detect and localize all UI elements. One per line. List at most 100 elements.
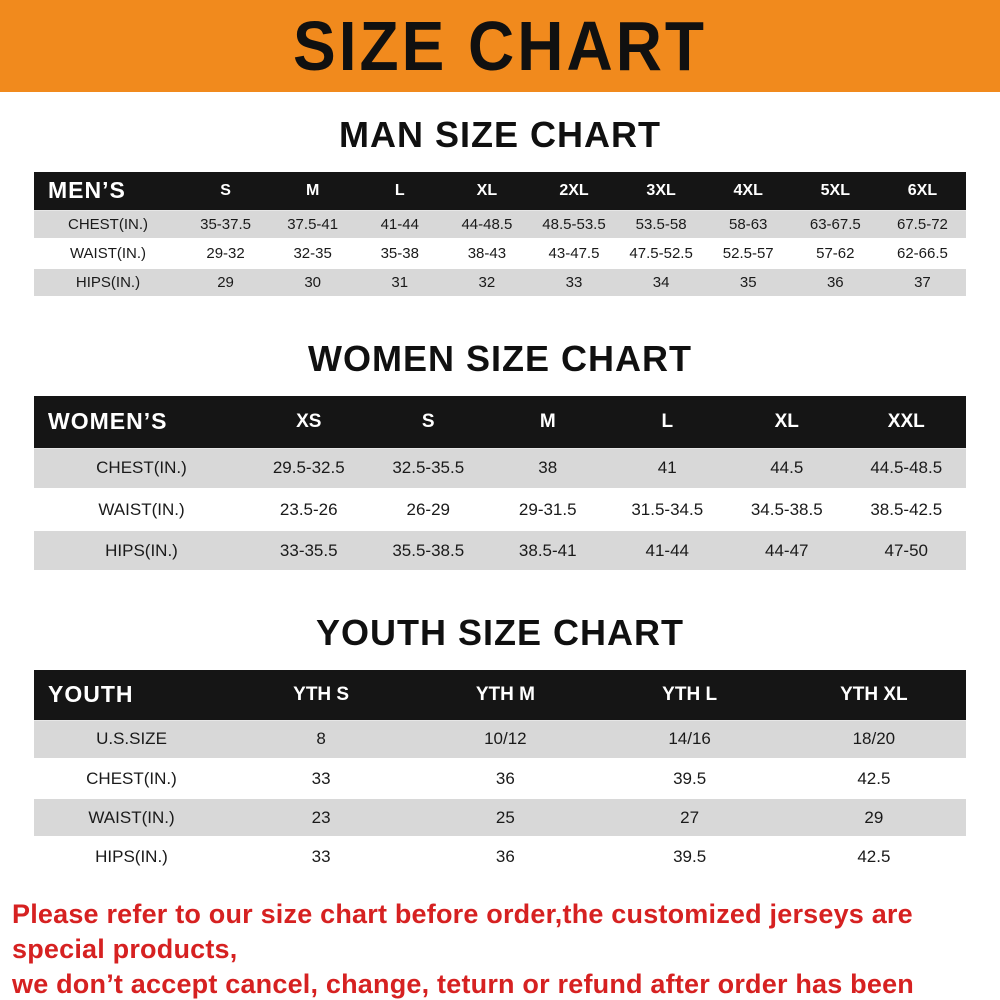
size-cell: 47.5-52.5: [629, 245, 693, 262]
row-label: U.S.SIZE: [96, 729, 167, 749]
size-cell: 33: [311, 846, 331, 866]
size-column-header: YTH S: [229, 670, 414, 720]
size-column-header: YTH XL: [781, 670, 966, 720]
size-cell: 58-63: [729, 215, 768, 233]
table-row: U.S.SIZE 8 10/12 14/16 18/20: [34, 720, 966, 759]
size-column-header: M: [488, 396, 608, 448]
size-cell: 42.5: [857, 846, 891, 866]
women-section-title: WOMEN SIZE CHART: [308, 338, 692, 379]
women-size-table: WOMEN’S XS S M L XL XXL CHEST(IN.) 29.5-32.5 32.5…: [34, 396, 966, 572]
row-label: CHEST(IN.): [96, 458, 187, 478]
size-cell: 62-66.5: [897, 245, 948, 262]
order-notice-line1: Please refer to our size chart before or…: [12, 899, 913, 965]
size-cell: 38.5-41: [518, 540, 577, 560]
row-label: WAIST(IN.): [88, 807, 175, 827]
size-cell: 14/16: [668, 729, 711, 749]
table-row: WAIST(IN.) 23 25 27 29: [34, 798, 966, 837]
row-label: WAIST(IN.): [98, 499, 185, 519]
size-cell: 42.5: [857, 768, 891, 788]
size-cell: 44-48.5: [461, 215, 513, 233]
row-label: HIPS(IN.): [75, 274, 141, 291]
size-cell: 53.5-58: [635, 215, 687, 233]
table-row: WAIST(IN.) 29-32 32-35 35-38 38-43 43-47.5 47.…: [34, 239, 966, 268]
size-cell: 37.5-41: [287, 215, 339, 233]
size-cell: 41: [657, 458, 677, 478]
size-cell: 35-38: [380, 245, 419, 262]
size-cell: 32.5-35.5: [392, 458, 465, 478]
size-column-header: 6XL: [878, 172, 966, 210]
size-cell: 57-62: [816, 245, 855, 262]
table-row: CHEST(IN.) 33 36 39.5 42.5: [34, 759, 966, 798]
size-cell: 33: [565, 274, 583, 291]
size-column-header: 2XL: [530, 172, 618, 210]
size-column-header: 3XL: [617, 172, 705, 210]
size-cell: 41-44: [645, 540, 689, 560]
size-cell: 38-43: [467, 245, 507, 262]
row-label: CHEST(IN.): [68, 215, 148, 233]
size-cell: 36: [495, 768, 515, 788]
size-cell: 44.5-48.5: [870, 458, 943, 478]
size-cell: 32: [478, 274, 496, 291]
size-cell: 29.5-32.5: [272, 458, 345, 478]
size-cell: 23: [311, 807, 331, 827]
size-column-header: 4XL: [704, 172, 792, 210]
size-column-header: S: [182, 172, 270, 210]
youth-size-table: YOUTH YTH S YTH M YTH L YTH XL U.S.SIZE 8 10/12…: [34, 670, 966, 877]
row-label: CHEST(IN.): [86, 768, 177, 788]
size-column-header: XL: [727, 396, 847, 448]
size-column-header: XL: [443, 172, 531, 210]
top-banner: SIZE CHART: [0, 0, 1000, 92]
table-row: CHEST(IN.) 35-37.5 37.5-41 41-44 44-48.5 48.5…: [34, 210, 966, 239]
size-cell: 23.5-26: [279, 499, 338, 519]
size-cell: 36: [495, 846, 515, 866]
size-cell: 39.5: [673, 846, 707, 866]
size-cell: 34.5-38.5: [750, 499, 823, 519]
size-column-header: XS: [249, 396, 369, 448]
page-title: SIZE CHART: [293, 7, 707, 85]
row-label: HIPS(IN.): [105, 540, 178, 560]
size-cell: 48.5-53.5: [542, 215, 606, 233]
size-column-header: S: [368, 396, 488, 448]
order-notice: Please refer to our size chart before or…: [12, 897, 990, 1000]
youth-section-title: YOUTH SIZE CHART: [315, 612, 684, 653]
size-cell: 29-32: [206, 245, 245, 262]
size-column-header: 5XL: [791, 172, 879, 210]
size-cell: 18/20: [852, 729, 896, 749]
size-cell: 38.5-42.5: [870, 499, 943, 519]
size-cell: 36: [826, 274, 844, 291]
size-cell: 27: [680, 807, 700, 827]
size-cell: 39.5: [673, 768, 707, 788]
size-cell: 35-37.5: [200, 215, 251, 233]
size-cell: 33-35.5: [279, 540, 338, 560]
size-cell: 41-44: [380, 215, 419, 233]
size-cell: 35: [739, 274, 757, 291]
men-section-title: MAN SIZE CHART: [339, 114, 661, 155]
row-label: WAIST(IN.): [69, 245, 147, 262]
size-cell: 26-29: [406, 499, 450, 519]
size-cell: 25: [495, 807, 515, 827]
row-label: HIPS(IN.): [95, 846, 168, 866]
size-cell: 67.5-72: [897, 215, 948, 233]
size-cell: 30: [304, 274, 321, 291]
size-column-header: YTH L: [597, 670, 782, 720]
size-cell: 35.5-38.5: [392, 540, 465, 560]
size-cell: 37: [914, 274, 931, 291]
size-cell: 8: [316, 729, 326, 749]
table-row: CHEST(IN.) 29.5-32.5 32.5-35.5 38 41 44.5 44.5…: [34, 448, 966, 489]
size-cell: 10/12: [484, 729, 527, 749]
size-cell: 44.5: [770, 458, 804, 478]
table-row: HIPS(IN.) 29 30 31 32 33 34 35 36 37: [34, 268, 966, 297]
table-brand-label: YOUTH: [34, 670, 229, 720]
size-cell: 38: [538, 458, 558, 478]
size-cell: 29: [217, 274, 234, 291]
size-cell: 47-50: [884, 540, 928, 560]
order-notice-line2: we don’t accept cancel, change, teturn o…: [12, 969, 915, 1000]
size-cell: 43-47.5: [548, 245, 600, 262]
men-size-table: MEN’S S M L XL 2XL 3XL 4XL 5XL 6XL CHEST(IN.) 35-37…: [34, 172, 966, 298]
size-column-header: L: [356, 172, 444, 210]
table-brand-label: WOMEN’S: [34, 396, 249, 448]
size-column-header: XXL: [846, 396, 966, 448]
table-row: HIPS(IN.) 33 36 39.5 42.5: [34, 837, 966, 876]
size-cell: 33: [311, 768, 331, 788]
size-cell: 44-47: [765, 540, 809, 560]
